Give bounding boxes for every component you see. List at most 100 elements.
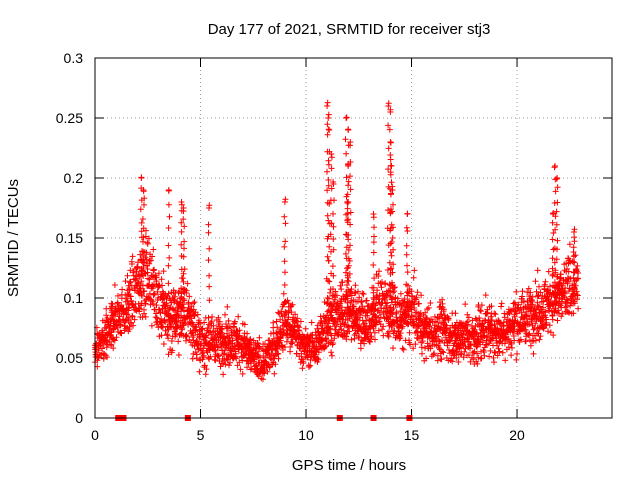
data-point <box>326 200 333 207</box>
data-point <box>178 308 184 315</box>
data-point <box>343 115 350 121</box>
data-point <box>476 315 483 321</box>
data-point <box>180 216 187 223</box>
data-point <box>376 268 382 275</box>
data-point <box>133 275 140 282</box>
data-point <box>359 290 366 297</box>
data-point <box>553 273 560 280</box>
y-axis-title: SRMTID / TECUs <box>5 179 22 297</box>
data-point <box>494 342 501 349</box>
data-point <box>462 301 469 308</box>
data-point <box>281 243 288 250</box>
data-point <box>302 325 309 332</box>
data-point <box>564 274 571 281</box>
data-point <box>281 199 288 205</box>
data-point <box>113 334 120 341</box>
data-point <box>219 330 226 337</box>
data-point <box>325 126 332 133</box>
data-point <box>328 316 335 323</box>
data-point <box>325 217 332 224</box>
x-tick-label: 0 <box>91 427 99 443</box>
data-point <box>323 335 329 341</box>
data-point <box>369 316 376 322</box>
data-point <box>364 310 371 316</box>
data-point <box>345 163 352 169</box>
data-point <box>330 246 337 253</box>
data-point <box>477 307 483 314</box>
data-point <box>281 213 288 220</box>
data-point <box>540 298 547 305</box>
data-point <box>513 356 520 363</box>
data-point <box>343 244 350 251</box>
data-point <box>433 337 440 344</box>
data-point <box>543 316 550 323</box>
data-point <box>371 233 377 240</box>
data-point <box>389 187 396 193</box>
data-point <box>257 354 264 361</box>
data-point <box>565 268 572 275</box>
data-point <box>343 288 350 295</box>
data-point <box>99 345 105 352</box>
data-point <box>185 299 192 306</box>
data-point <box>210 322 217 329</box>
data-point <box>165 280 172 287</box>
data-point <box>388 221 395 228</box>
data-point <box>550 230 557 236</box>
data-point <box>542 278 549 285</box>
data-point <box>292 311 299 318</box>
data-point <box>194 342 201 349</box>
data-point <box>140 248 147 255</box>
data-point <box>216 318 223 325</box>
data-point <box>393 314 400 321</box>
data-point <box>361 340 368 347</box>
data-point <box>511 313 518 320</box>
data-point <box>404 262 410 269</box>
data-point <box>140 264 147 270</box>
data-point <box>499 349 506 356</box>
data-point <box>484 309 491 316</box>
data-point <box>347 186 354 193</box>
y-tick-label: 0.3 <box>64 50 84 66</box>
data-point <box>343 150 350 157</box>
data-point <box>549 301 556 308</box>
data-point <box>509 344 515 351</box>
data-point <box>147 257 154 264</box>
data-point <box>492 311 499 318</box>
data-point <box>345 236 352 243</box>
data-point <box>416 300 422 307</box>
data-point <box>325 115 332 121</box>
data-point <box>146 235 152 242</box>
y-tick-label: 0.2 <box>64 170 84 186</box>
data-point <box>201 319 208 326</box>
data-point <box>204 325 211 331</box>
data-point <box>201 362 208 369</box>
data-point <box>344 210 351 217</box>
data-point <box>274 324 281 331</box>
data-point <box>158 315 165 322</box>
data-point <box>370 262 377 268</box>
data-point <box>551 259 558 266</box>
data-point <box>166 316 173 323</box>
data-point <box>549 211 556 217</box>
data-point <box>505 335 512 342</box>
data-point <box>524 321 531 328</box>
data-point <box>461 348 468 355</box>
data-point <box>384 292 391 299</box>
data-point <box>124 311 131 318</box>
data-point <box>297 318 304 325</box>
data-point <box>498 300 505 307</box>
data-point <box>367 338 373 345</box>
data-point <box>447 337 454 344</box>
data-point <box>101 351 108 357</box>
data-point <box>150 246 157 253</box>
data-point <box>574 291 581 298</box>
data-point <box>169 347 176 354</box>
data-point <box>241 335 248 342</box>
data-point <box>165 335 172 342</box>
data-point <box>532 278 539 285</box>
data-point <box>309 339 316 346</box>
data-point <box>149 285 156 292</box>
data-point <box>491 310 498 317</box>
data-point <box>558 298 565 305</box>
data-point <box>515 301 522 308</box>
